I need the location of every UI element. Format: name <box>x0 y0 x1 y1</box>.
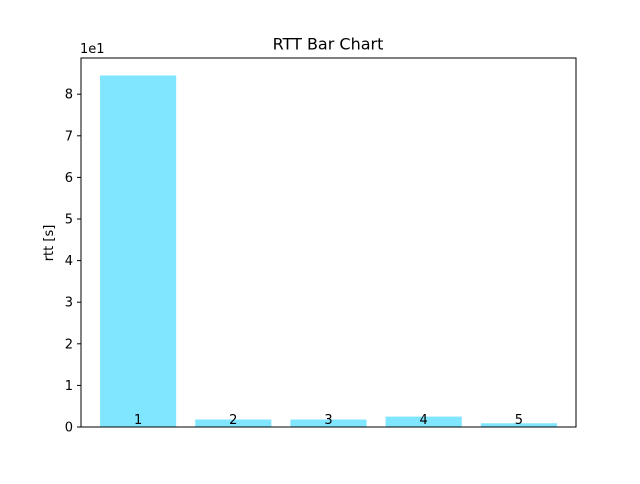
plot-frame <box>80 57 577 428</box>
y-tick-label: 6 <box>65 171 73 186</box>
y-tick-label: 7 <box>65 129 73 144</box>
y-tick-label: 1 <box>65 379 73 394</box>
bar-4 <box>385 416 462 427</box>
y-tick-label: 0 <box>65 421 73 436</box>
bar-label-1: 1 <box>134 413 142 428</box>
y-tick-label: 8 <box>65 88 73 103</box>
bars-group <box>100 75 557 427</box>
y-tick-label: 3 <box>65 296 73 311</box>
bar-3 <box>290 419 367 427</box>
y-tick-label: 2 <box>65 337 73 352</box>
y-axis-ticks: 0 1 2 3 4 5 6 7 8 <box>65 88 81 436</box>
bar-label-2: 2 <box>229 413 237 428</box>
y-axis-label: rtt [s] <box>42 225 57 262</box>
y-axis-scale-label: 1e1 <box>80 42 105 57</box>
bar-label-4: 4 <box>420 413 428 428</box>
bar-label-5: 5 <box>515 413 523 428</box>
y-tick-label: 5 <box>65 212 73 227</box>
bar-label-3: 3 <box>324 413 332 428</box>
y-tick-label: 4 <box>65 254 73 269</box>
bar-5 <box>480 423 557 427</box>
chart-title: RTT Bar Chart <box>273 35 384 54</box>
bar-labels-group: 1 2 3 4 5 <box>134 413 523 428</box>
bar-2 <box>195 419 272 427</box>
bar-1 <box>100 75 177 427</box>
